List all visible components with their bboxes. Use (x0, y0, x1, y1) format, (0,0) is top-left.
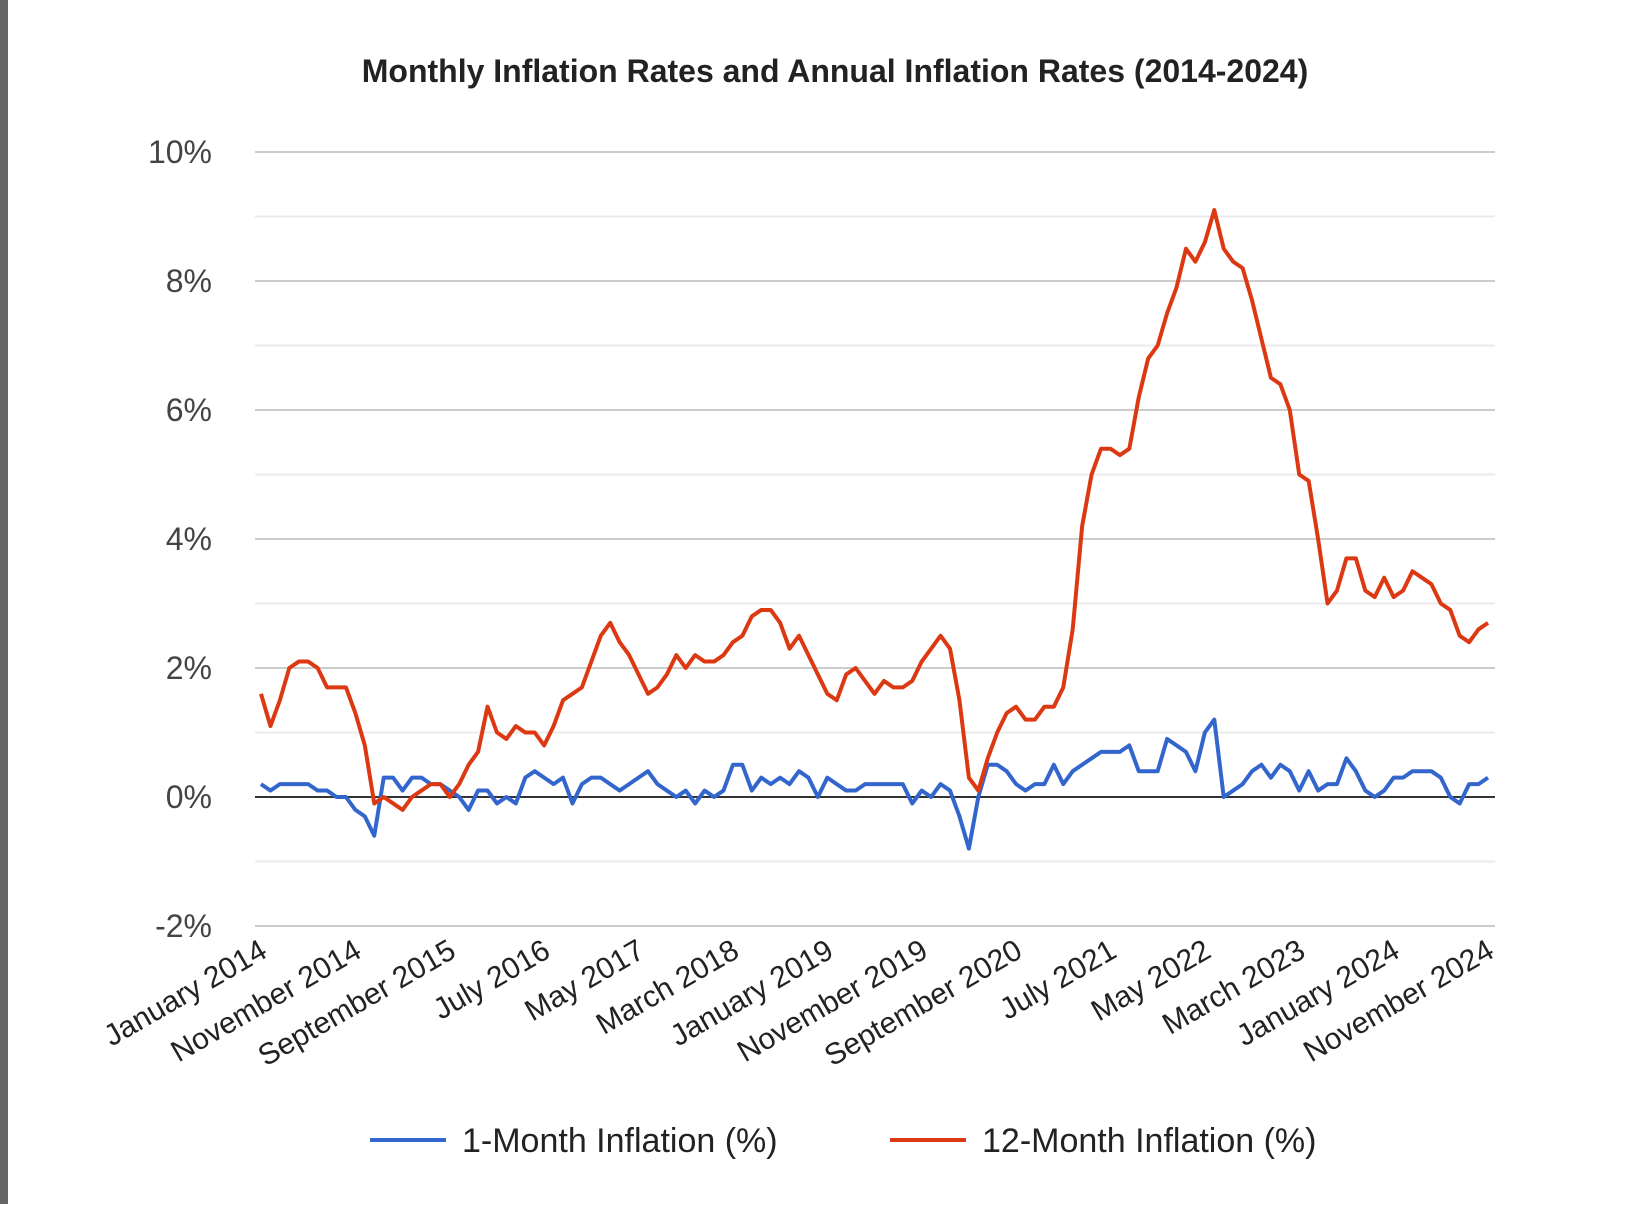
y-tick-label: 8% (166, 263, 212, 299)
window-edge (0, 0, 8, 1204)
y-tick-label: 6% (166, 392, 212, 428)
y-tick-label: 4% (166, 521, 212, 557)
y-tick-label: 10% (148, 134, 212, 170)
legend-label: 12-Month Inflation (%) (982, 1122, 1317, 1160)
legend-label: 1-Month Inflation (%) (462, 1122, 778, 1160)
y-tick-label: -2% (155, 908, 212, 944)
y-tick-label: 2% (166, 650, 212, 686)
y-tick-label: 0% (166, 779, 212, 815)
series-line (259, 208, 1490, 812)
series-line (259, 717, 1490, 851)
chart-title: Monthly Inflation Rates and Annual Infla… (362, 53, 1309, 89)
